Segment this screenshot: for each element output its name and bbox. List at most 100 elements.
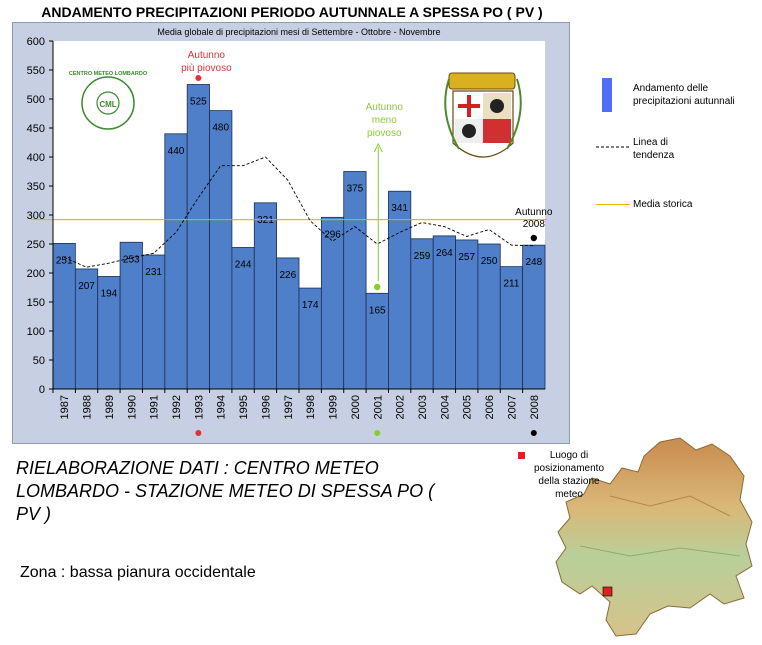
station-location-marker	[602, 586, 613, 597]
crest-eagle-top	[490, 99, 504, 113]
x-tick-label-1996: 1996	[260, 395, 272, 419]
cml-logo-ring	[81, 76, 135, 130]
annotation-axis-dot-2008	[530, 430, 537, 436]
bar-1999	[320, 216, 345, 390]
x-tick-label-1992: 1992	[171, 395, 183, 419]
x-tick-label-2001: 2001	[372, 395, 384, 419]
annotation-arrowhead-2001	[373, 142, 383, 153]
y-tick-label-300: 300	[27, 210, 45, 222]
legend-bar-swatch	[602, 78, 612, 112]
x-tick-label-1993: 1993	[193, 395, 205, 419]
y-tick-label-50: 50	[33, 355, 45, 367]
precipitation-chart: Media globale di precipitazioni mesi di …	[27, 27, 553, 436]
cml-logo-core	[96, 91, 120, 115]
y-tick-label-600: 600	[27, 36, 45, 48]
x-tick-label-1991: 1991	[149, 395, 161, 419]
lombardy-region-shape	[555, 437, 753, 637]
annotation-axis-dot-1993	[195, 430, 202, 436]
bar-2002	[388, 190, 412, 390]
lombardy-map	[555, 437, 753, 637]
annotation-dot-2008	[530, 234, 538, 242]
bar-1996	[253, 202, 278, 390]
annotation-text-2008-0: Autunno	[515, 207, 553, 218]
spessa-po-crest	[444, 72, 522, 158]
y-tick-label-350: 350	[27, 181, 45, 193]
annotation-text-1993-1: più piovoso	[181, 63, 232, 74]
y-tick-label-0: 0	[39, 384, 45, 396]
bar-1992	[164, 133, 188, 390]
crest-cross	[458, 95, 480, 117]
y-tick-label-200: 200	[27, 268, 45, 280]
x-tick-label-1994: 1994	[216, 395, 228, 419]
annotation-text-2001-0: Autunno	[366, 102, 404, 113]
chart-main-title: ANDAMENTO PRECIPITAZIONI PERIODO AUTUNNA…	[41, 4, 543, 20]
annotation-dot-1993	[195, 75, 202, 81]
x-tick-label-1997: 1997	[283, 395, 295, 419]
cml-logo: CML CENTRO METEO LOMBARDO	[69, 71, 148, 130]
y-tick-label-450: 450	[27, 123, 45, 135]
bar-label-1994: 480	[212, 123, 229, 134]
data-credit: RIELABORAZIONE DATI : CENTRO METEO LOMBA…	[16, 458, 435, 524]
bar-label-1998: 174	[302, 300, 319, 311]
cml-logo-initials: CML	[99, 100, 116, 109]
chart-subtitle: Media globale di precipitazioni mesi di …	[157, 27, 440, 37]
legend-trend-label: Linea di tendenza	[633, 137, 675, 161]
annotation-axis-dot-2001	[374, 430, 381, 436]
bar-1994	[209, 110, 233, 390]
bar-2000	[343, 171, 367, 390]
y-tick-label-550: 550	[27, 65, 45, 77]
bar-label-2005: 257	[458, 252, 475, 263]
bar-label-1990: 253	[123, 254, 140, 265]
bar-label-1988: 207	[78, 281, 95, 292]
bar-label-2001: 165	[369, 305, 386, 316]
x-tick-label-2006: 2006	[484, 395, 496, 419]
x-tick-label-1999: 1999	[328, 395, 340, 419]
x-tick-label-1988: 1988	[82, 395, 94, 419]
y-tick-label-150: 150	[27, 297, 45, 309]
x-tick-label-2004: 2004	[439, 395, 451, 419]
legend-trend-swatch	[596, 146, 630, 148]
x-tick-label-2000: 2000	[350, 395, 362, 419]
legend-bars-label: Andamento delle precipitazioni autunnali	[633, 83, 735, 107]
y-tick-label-400: 400	[27, 152, 45, 164]
bar-label-2006: 250	[481, 256, 498, 267]
annotation-text-1993-0: Autunno	[188, 50, 226, 61]
bar-1993	[186, 84, 210, 390]
bar-label-2004: 264	[436, 248, 453, 259]
zone-label: Zona : bassa pianura occidentale	[20, 564, 256, 581]
annotation-dot-2001	[374, 283, 381, 291]
annotation-text-2001-2: piovoso	[367, 128, 402, 139]
map-legend-swatch	[518, 452, 525, 459]
x-tick-label-1995: 1995	[238, 395, 250, 419]
legend-average-swatch	[596, 204, 630, 205]
x-tick-label-1987: 1987	[59, 395, 71, 419]
y-tick-label-500: 500	[27, 94, 45, 106]
y-tick-label-100: 100	[27, 326, 45, 338]
annotation-text-2001-1: meno	[372, 115, 397, 126]
chart-frame: Media globale di precipitazioni mesi di …	[12, 22, 570, 444]
x-tick-label-2005: 2005	[462, 395, 474, 419]
cml-logo-text: CENTRO METEO LOMBARDO	[69, 71, 148, 77]
bar-label-1999: 296	[324, 229, 341, 240]
x-tick-label-1998: 1998	[305, 395, 317, 419]
crest-branches	[444, 78, 522, 150]
crest-crown	[448, 72, 516, 90]
crest-eagle-bottom	[462, 124, 476, 138]
bar-label-1993: 525	[190, 97, 207, 108]
bar-label-1997: 226	[279, 270, 296, 281]
trend-line	[64, 156, 534, 268]
map-legend-label: Luogo di posizionamento della stazione m…	[533, 450, 605, 500]
legend-average-label: Media storica	[633, 199, 693, 210]
x-tick-label-2007: 2007	[506, 395, 518, 419]
bar-label-2003: 259	[414, 251, 431, 262]
x-tick-label-2003: 2003	[417, 395, 429, 419]
bar-label-1991: 231	[145, 267, 162, 278]
x-tick-label-2002: 2002	[395, 395, 407, 419]
x-tick-label-1989: 1989	[104, 395, 116, 419]
crest-q4	[483, 119, 511, 143]
bar-label-1995: 244	[235, 259, 252, 270]
bar-label-1989: 194	[101, 288, 118, 299]
y-tick-label-250: 250	[27, 239, 45, 251]
x-tick-label-1990: 1990	[126, 395, 138, 419]
bar-label-1996: 321	[257, 215, 274, 226]
